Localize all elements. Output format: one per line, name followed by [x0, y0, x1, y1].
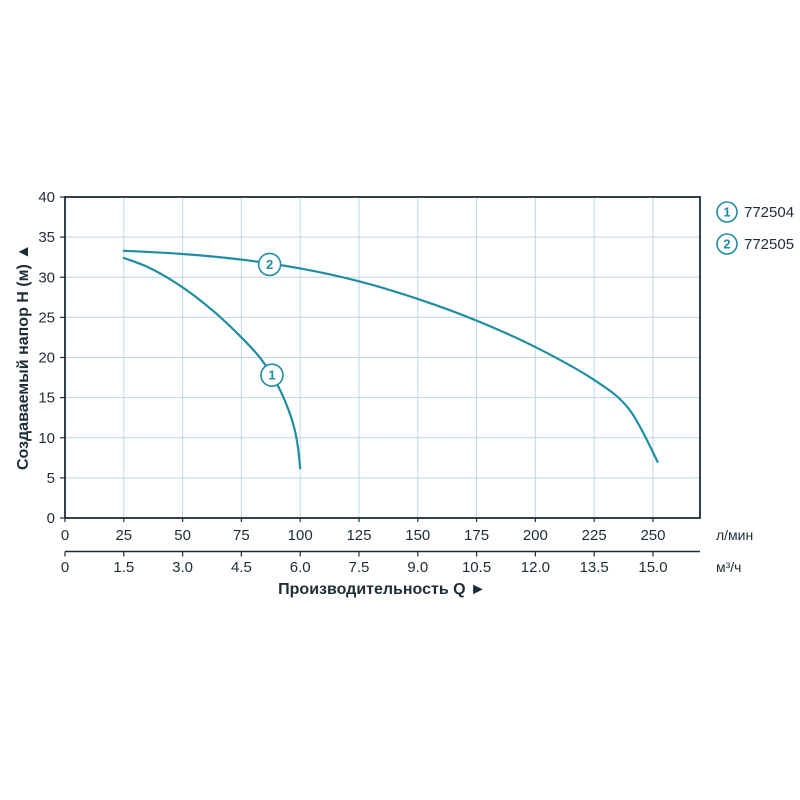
legend-marker-1-number: 1: [723, 205, 730, 220]
curve-marker-2-icon: [257, 252, 282, 277]
y-tick-label: 30: [38, 269, 55, 286]
x-tick-label-m3h: 1.5: [113, 559, 134, 576]
curve-marker-2-number: 2: [266, 257, 273, 272]
x-tick-label-m3h: 12.0: [521, 559, 550, 576]
y-tick-label: 5: [47, 470, 55, 487]
x-tick-label-m3h: 4.5: [231, 559, 252, 576]
curve-772504: [122, 256, 302, 470]
x-tick-label-lmin: 225: [582, 527, 607, 544]
x-tick-label-m3h: 6.0: [290, 559, 311, 576]
legend-marker-2-icon: [716, 233, 738, 255]
x-tick-label-m3h: 10.5: [462, 559, 491, 576]
x-tick-label-lmin: 100: [288, 527, 313, 544]
legend: 1 772504 2 772505: [716, 201, 794, 255]
x-tick-label-lmin: 0: [61, 527, 69, 544]
legend-code-772505: 772505: [744, 236, 794, 253]
y-tick-label: 15: [38, 390, 55, 407]
x-tick-label-lmin: 25: [115, 527, 132, 544]
x-tick-label-m3h: 13.5: [580, 559, 609, 576]
x-tick-label-lmin: 175: [464, 527, 489, 544]
x-axis-label: Производительность Q ►: [278, 581, 486, 598]
x-unit-lmin-label: л/мин: [716, 527, 753, 543]
x-tick-label-m3h: 15.0: [638, 559, 667, 576]
y-tick-label: 35: [38, 229, 55, 246]
x-unit-m3h-label: м³/ч: [716, 559, 741, 575]
curve-marker-1-icon: [260, 363, 284, 387]
y-tick-label: 40: [38, 189, 55, 206]
x-tick-label-lmin: 150: [405, 527, 430, 544]
curve-marker-1-number: 1: [268, 368, 275, 383]
x-tick-label-m3h: 7.5: [349, 559, 370, 576]
x-tick-label-lmin: 250: [640, 527, 665, 544]
y-axis-label: Создаваемый напор H (м) ▲: [15, 244, 32, 470]
y-tick-label: 25: [38, 309, 55, 326]
x-tick-label-lmin: 75: [233, 527, 250, 544]
x-tick-label-lmin: 200: [523, 527, 548, 544]
x-tick-label-m3h: 3.0: [172, 559, 193, 576]
y-tick-label: 20: [38, 350, 55, 367]
legend-marker-1-icon: [716, 201, 738, 223]
y-tick-label: 10: [38, 430, 55, 447]
x-tick-label-m3h: 0: [61, 559, 69, 576]
curve-772505: [122, 249, 659, 463]
y-tick-label: 0: [47, 510, 55, 527]
x-tick-label-m3h: 9.0: [407, 559, 428, 576]
legend-code-772504: 772504: [744, 204, 794, 221]
legend-marker-2-number: 2: [723, 237, 730, 252]
x-tick-label-lmin: 125: [346, 527, 371, 544]
x-tick-label-lmin: 50: [174, 527, 191, 544]
